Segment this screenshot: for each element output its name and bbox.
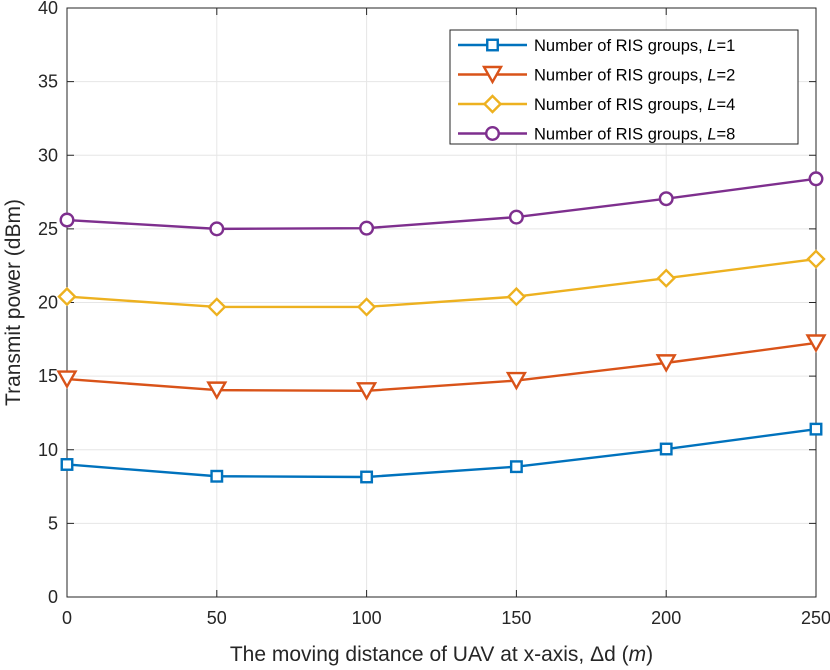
legend-item: Number of RIS groups, L=2 [458,65,735,85]
x-tick-label: 150 [501,608,531,628]
x-tick-label: 200 [651,608,681,628]
legend-label: Number of RIS groups, L=8 [534,126,735,144]
x-axis-label-unit: m [629,643,647,666]
legend-marker [486,38,499,52]
x-axis-label-text: The moving distance of UAV at x-axis, [230,643,590,666]
y-tick-label: 10 [38,440,58,460]
legend-label-name: Number of RIS groups, [534,126,707,144]
data-point [809,422,823,436]
y-axis-label: Transmit power (dBm) [2,199,25,406]
y-tick-label: 5 [48,513,58,533]
x-axis-label: The moving distance of UAV at x-axis, Δd… [230,643,653,666]
data-point [659,442,673,456]
data-point [806,249,826,269]
legend-item: Number of RIS groups, L=8 [458,126,735,144]
data-point [206,381,228,401]
legend-label-value: =4 [717,96,736,114]
legend-marker [482,94,503,114]
legend-label-value: =1 [717,37,736,55]
series-line [66,427,817,479]
data-point [56,370,78,390]
legend-label-param: L [707,96,716,114]
legend-marker [481,65,504,85]
x-tick-label: 0 [62,608,72,628]
x-axis-label-delta: Δ [590,643,604,666]
data-point [656,268,676,288]
data-point [207,297,227,317]
y-tick-label: 20 [38,293,58,313]
data-point [805,334,827,353]
data-point [508,209,524,225]
data-point [359,220,375,236]
legend-label: Number of RIS groups, L=1 [534,37,735,55]
legend-label: Number of RIS groups, L=2 [534,67,735,85]
legend-label: Number of RIS groups, L=4 [534,96,735,114]
data-point [808,171,824,187]
y-tick-label: 0 [48,587,58,607]
data-point [356,382,378,401]
legend-item: Number of RIS groups, L=4 [458,94,735,114]
x-axis-label-d: d ( [604,643,629,666]
data-point [509,460,523,474]
legend-label-value: =2 [717,67,736,85]
series-line [66,257,817,309]
legend-label-param: L [707,126,716,144]
legend-label-name: Number of RIS groups, [534,96,707,114]
series-line [66,341,817,393]
series-line [66,177,817,231]
y-tick-label: 40 [38,0,58,18]
series-0 [60,422,823,484]
legend-label-name: Number of RIS groups, [534,37,707,55]
data-point [210,469,224,483]
data-point [506,286,527,307]
data-point [57,286,77,307]
data-point [209,221,225,237]
legend-marker [485,125,501,141]
data-point [59,212,75,228]
x-axis-label-close: ) [646,643,653,666]
legend-label-param: L [707,67,716,85]
x-tick-label: 250 [801,608,830,628]
data-point [60,458,74,471]
x-tick-label: 100 [352,608,382,628]
data-point [505,371,527,391]
data-point [655,354,677,373]
y-tick-label: 30 [38,145,58,165]
series-1 [56,334,827,401]
legend-item: Number of RIS groups, L=1 [458,37,735,55]
series-3 [59,171,824,237]
y-tick-label: 15 [38,366,58,386]
y-tick-label: 35 [38,72,58,92]
data-point [360,470,374,484]
ticks: 0 50 100 150 200 250 0 5 10 15 20 25 30 35 40 [38,0,830,628]
series-layer [56,171,827,484]
data-point [356,297,377,317]
x-tick-label: 50 [207,608,227,628]
y-tick-label: 25 [38,219,58,239]
data-point [658,191,674,207]
legend-box [449,29,799,145]
legend-label-param: L [707,37,716,55]
series-2 [57,249,826,317]
legend-label-name: Number of RIS groups, [534,67,707,85]
legend-label-value: =8 [717,126,736,144]
